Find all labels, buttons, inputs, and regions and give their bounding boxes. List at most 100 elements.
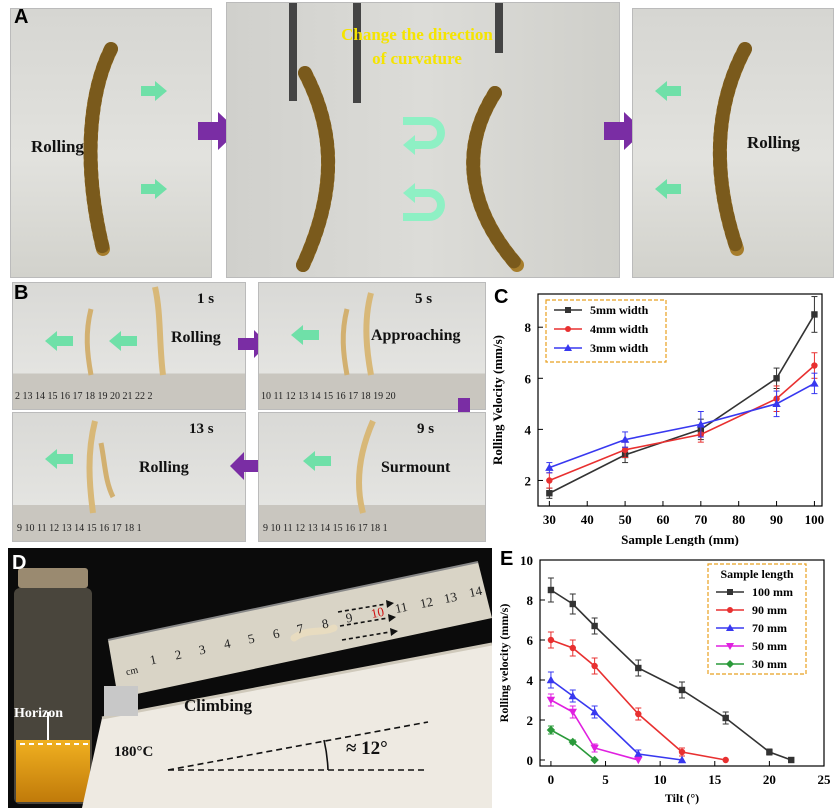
panel-d-label: D bbox=[12, 552, 27, 574]
panel-a-label: A bbox=[14, 6, 29, 28]
panel-c-label: C bbox=[494, 286, 509, 308]
curvature-caption: Change the direction of curvature bbox=[317, 23, 517, 71]
legend-label: 4mm width bbox=[590, 322, 649, 336]
x-tick-label: 80 bbox=[732, 512, 745, 527]
frame-13s: 13 s Rolling 9 10 11 12 13 14 15 16 17 1… bbox=[12, 412, 246, 542]
series-line bbox=[550, 679, 683, 761]
data-point bbox=[811, 311, 818, 318]
time-label: 5 s bbox=[415, 291, 433, 307]
data-point bbox=[568, 737, 577, 747]
data-point bbox=[722, 714, 729, 722]
data-point bbox=[677, 755, 687, 764]
data-point bbox=[565, 326, 571, 332]
legend-label: 50 mm bbox=[752, 639, 787, 653]
ruler-tick-label: 12 bbox=[417, 593, 434, 611]
data-point bbox=[568, 691, 577, 700]
x-tick-label: 50 bbox=[619, 512, 632, 527]
action-label: Rolling bbox=[139, 459, 189, 476]
legend-title: Sample length bbox=[720, 567, 793, 581]
time-label: 1 s bbox=[197, 291, 215, 307]
data-point bbox=[727, 607, 733, 613]
data-point bbox=[591, 622, 598, 630]
series-line bbox=[549, 382, 815, 469]
data-point bbox=[547, 586, 555, 594]
larva-image bbox=[355, 419, 376, 514]
green-arrow-left-icon bbox=[291, 325, 319, 345]
data-point bbox=[565, 307, 571, 313]
data-point bbox=[547, 636, 555, 644]
y-tick-label: 6 bbox=[527, 633, 534, 648]
ruler-numbers: 9 10 11 12 13 14 15 16 17 18 1 bbox=[263, 523, 388, 534]
y-tick-label: 8 bbox=[527, 593, 534, 608]
ruler-tick-label: 14 bbox=[466, 583, 483, 601]
data-point bbox=[696, 420, 706, 428]
data-point bbox=[591, 662, 598, 670]
data-point bbox=[766, 748, 773, 756]
x-tick-label: 15 bbox=[708, 772, 722, 787]
x-tick-label: 30 bbox=[543, 512, 556, 527]
time-label: 13 s bbox=[189, 421, 214, 437]
ruler-numbers: 9 10 11 12 13 14 15 16 17 18 1 bbox=[17, 523, 142, 534]
action-label: Approaching bbox=[371, 327, 461, 344]
legend-box bbox=[707, 563, 807, 675]
green-arrow-left-icon bbox=[303, 451, 331, 471]
action-label: Surmount bbox=[381, 459, 451, 476]
series-line bbox=[550, 699, 639, 761]
green-arrow-right-icon bbox=[141, 81, 167, 101]
series-line bbox=[549, 364, 815, 482]
temperature-label: 180°C bbox=[114, 744, 154, 760]
y-tick-label: 4 bbox=[525, 422, 532, 437]
data-point bbox=[545, 463, 554, 471]
climbing-label: Climbing bbox=[184, 696, 253, 715]
data-point bbox=[773, 375, 780, 382]
x-tick-label: 0 bbox=[548, 772, 555, 787]
series-line bbox=[550, 639, 726, 761]
y-tick-label: 6 bbox=[525, 371, 532, 386]
green-arrow-left-icon bbox=[655, 179, 681, 199]
u-turn-arrow-icon bbox=[403, 117, 445, 155]
y-tick-label: 10 bbox=[520, 553, 533, 568]
larva-image bbox=[340, 292, 374, 376]
larva-image bbox=[289, 3, 524, 272]
data-point bbox=[620, 435, 630, 443]
data-point bbox=[564, 344, 572, 351]
caption-line-2: of curvature bbox=[372, 49, 462, 68]
y-tick-label: 0 bbox=[527, 753, 534, 768]
data-point bbox=[590, 755, 599, 765]
data-point bbox=[726, 643, 734, 650]
frame-1s: 1 s Rolling 2 13 14 15 16 17 18 19 20 21… bbox=[12, 282, 246, 410]
green-arrow-left-icon bbox=[655, 81, 681, 101]
data-point bbox=[772, 399, 781, 408]
incline-scene bbox=[14, 561, 492, 808]
data-point bbox=[569, 600, 576, 608]
angle-label: ≈ 12° bbox=[346, 738, 388, 759]
x-axis-label: Sample Length (mm) bbox=[621, 532, 739, 546]
panel-a-photo-2: Change the direction of curvature bbox=[226, 2, 620, 278]
series-50-mm bbox=[546, 693, 643, 765]
data-point bbox=[568, 708, 577, 717]
legend-label: 5mm width bbox=[590, 303, 649, 317]
horizon-label: Horizon bbox=[14, 706, 63, 721]
legend-label: 90 mm bbox=[752, 603, 787, 617]
legend: Sample length 100 mm 90 mm 70 mm 50 mm 30 mm bbox=[707, 563, 807, 675]
larva-image bbox=[84, 286, 166, 376]
data-point bbox=[727, 589, 733, 595]
series-line bbox=[550, 589, 792, 761]
data-point bbox=[635, 710, 642, 718]
data-point bbox=[546, 675, 556, 684]
data-point bbox=[726, 624, 734, 631]
panel-e-label: E bbox=[500, 548, 514, 570]
larva-image bbox=[83, 42, 118, 256]
panel-a: Rolling A Change the direction of bbox=[0, 0, 840, 280]
legend-label: 100 mm bbox=[752, 585, 793, 599]
x-tick-label: 40 bbox=[581, 512, 594, 527]
panel-b-label: B bbox=[14, 282, 29, 304]
green-arrow-left-icon bbox=[109, 331, 137, 351]
series-90-mm bbox=[547, 631, 729, 764]
data-point bbox=[546, 696, 556, 705]
rolling-label: Rolling bbox=[747, 133, 800, 152]
legend-label: 3mm width bbox=[590, 341, 649, 355]
chart-e: 0 5 10 15 20 25 0 2 4 6 8 10 Tilt (°) Rolling velocit… bbox=[497, 553, 831, 805]
legend: 5mm width 4mm width 3mm width bbox=[545, 299, 667, 363]
